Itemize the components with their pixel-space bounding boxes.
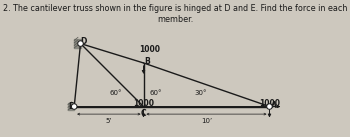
Circle shape: [71, 104, 77, 109]
Text: D: D: [80, 37, 87, 46]
Text: 2. The cantilever truss shown in the figure is hinged at D and E. Find the force: 2. The cantilever truss shown in the fig…: [3, 4, 347, 24]
Text: 1000: 1000: [259, 99, 280, 108]
Text: B: B: [145, 57, 150, 66]
Text: 60°: 60°: [150, 90, 162, 96]
Text: 60°: 60°: [110, 90, 122, 96]
Text: 30°: 30°: [194, 90, 206, 96]
Text: 5’: 5’: [106, 118, 112, 124]
Text: C: C: [141, 109, 146, 118]
Text: 1000: 1000: [133, 99, 154, 108]
Text: E: E: [69, 102, 74, 111]
Bar: [68, 103, 74, 110]
Text: 1000: 1000: [139, 45, 160, 54]
Circle shape: [78, 41, 83, 46]
Text: 10’: 10’: [201, 118, 212, 124]
Circle shape: [267, 104, 272, 109]
Text: A: A: [271, 101, 277, 110]
Bar: [74, 39, 81, 48]
